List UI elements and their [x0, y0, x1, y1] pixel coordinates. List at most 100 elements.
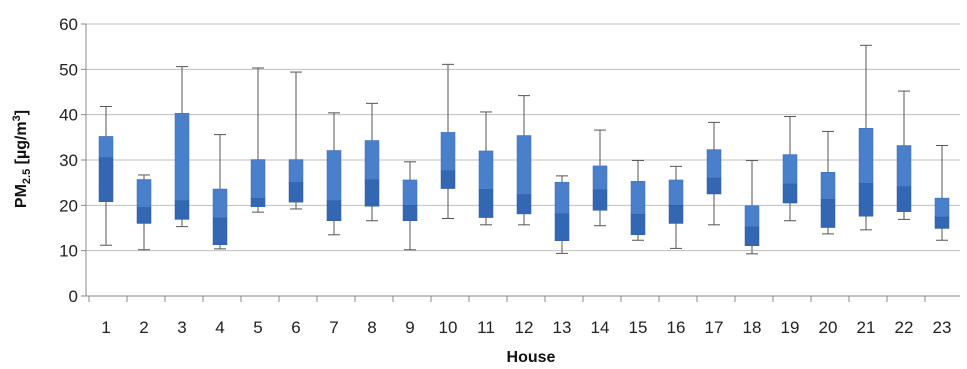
- x-tick-label: 1: [101, 318, 110, 337]
- box-house-23: [934, 144, 950, 241]
- box-lower-quartile: [174, 200, 190, 220]
- box-lower-quartile: [402, 205, 418, 221]
- y-tick-label: 0: [69, 287, 78, 306]
- box-upper-quartile: [136, 179, 152, 208]
- y-tick-label: 10: [59, 242, 78, 261]
- y-axis-title: PM2.5 [µg/m3]: [11, 110, 33, 208]
- x-tick-label: 12: [515, 318, 534, 337]
- box-lower-quartile: [326, 200, 342, 221]
- x-axis-title: House: [507, 349, 556, 366]
- x-tick-label: 10: [439, 318, 458, 337]
- box-lower-quartile: [782, 183, 798, 204]
- axes: [81, 23, 960, 302]
- box-lower-quartile: [744, 226, 760, 246]
- x-tick-labels: 1234567891011121314151617181920212223242…: [101, 318, 952, 337]
- box-upper-quartile: [630, 181, 646, 215]
- box-house-8: [364, 102, 380, 222]
- box-upper-quartile: [896, 145, 912, 187]
- box-upper-quartile: [592, 165, 608, 191]
- box-lower-quartile: [440, 170, 456, 189]
- box-house-19: [782, 115, 798, 222]
- box-house-5: [250, 67, 266, 213]
- box-house-15: [630, 159, 646, 241]
- x-tick-label: 9: [405, 318, 414, 337]
- y-tick-label: 40: [59, 106, 78, 125]
- x-tick-label: 22: [895, 318, 914, 337]
- y-tick-labels: 0 10 20 30 40 50 60: [59, 15, 78, 306]
- x-tick-label: 7: [329, 318, 338, 337]
- box-lower-quartile: [288, 182, 304, 203]
- box-upper-quartile: [782, 154, 798, 185]
- box-upper-quartile: [934, 197, 950, 218]
- x-tick-label: 19: [781, 318, 800, 337]
- box-lower-quartile: [630, 214, 646, 236]
- box-upper-quartile: [174, 113, 190, 202]
- x-tick-label: 18: [743, 318, 762, 337]
- box-upper-quartile: [744, 205, 760, 228]
- x-tick-label: 14: [591, 318, 610, 337]
- boxes: [98, 44, 950, 255]
- box-upper-quartile: [402, 179, 418, 206]
- box-house-2: [136, 174, 152, 251]
- x-tick-label: 3: [177, 318, 186, 337]
- box-house-7: [326, 112, 342, 236]
- box-upper-quartile: [98, 136, 114, 158]
- y-tick-label: 20: [59, 196, 78, 215]
- box-lower-quartile: [554, 213, 570, 241]
- box-upper-quartile: [288, 159, 304, 183]
- box-house-4: [212, 134, 228, 250]
- box-lower-quartile: [858, 183, 874, 217]
- x-tick-label: 11: [477, 318, 495, 337]
- box-lower-quartile: [478, 189, 494, 218]
- box-house-3: [174, 66, 190, 228]
- box-house-13: [554, 175, 570, 254]
- x-tick-label: 17: [705, 318, 724, 337]
- box-lower-quartile: [364, 179, 380, 207]
- box-lower-quartile: [98, 157, 114, 202]
- y-tick-label: 60: [59, 15, 78, 34]
- x-tick-label: 15: [629, 318, 648, 337]
- box-upper-quartile: [516, 135, 532, 196]
- box-house-21: [858, 44, 874, 231]
- box-house-1: [98, 106, 114, 246]
- box-lower-quartile: [820, 199, 836, 228]
- box-house-16: [668, 165, 684, 249]
- x-tick-label: 8: [367, 318, 376, 337]
- x-tick-label: 2: [139, 318, 148, 337]
- box-house-6: [288, 71, 304, 210]
- box-lower-quartile: [592, 189, 608, 211]
- box-lower-quartile: [896, 186, 912, 212]
- box-upper-quartile: [326, 150, 342, 202]
- y-axis-title-subscript: 2.5: [21, 169, 33, 184]
- box-upper-quartile: [820, 171, 836, 200]
- x-tick-label: 23: [933, 318, 952, 337]
- box-upper-quartile: [364, 140, 380, 181]
- box-upper-quartile: [250, 159, 266, 199]
- box-upper-quartile: [440, 132, 456, 172]
- x-tick-label: 6: [291, 318, 300, 337]
- box-house-18: [744, 159, 760, 255]
- x-tick-label: 4: [215, 318, 224, 337]
- box-house-14: [592, 129, 608, 227]
- box-house-20: [820, 130, 836, 235]
- box-upper-quartile: [858, 128, 874, 184]
- box-upper-quartile: [554, 181, 570, 215]
- box-lower-quartile: [516, 194, 532, 215]
- box-lower-quartile: [136, 207, 152, 224]
- x-tick-label: 20: [819, 318, 838, 337]
- box-upper-quartile: [706, 149, 722, 179]
- y-axis-title-unit: [µg/m: [13, 121, 30, 168]
- box-house-11: [478, 111, 494, 226]
- y-axis-title-unit-end: ]: [13, 110, 30, 115]
- x-tick-label: 5: [253, 318, 262, 337]
- x-tick-label: 21: [857, 318, 876, 337]
- y-tick-label: 30: [59, 151, 78, 170]
- y-axis-title-superscript: 3: [11, 115, 23, 121]
- x-tick-label: 16: [667, 318, 686, 337]
- box-upper-quartile: [478, 150, 494, 190]
- y-tick-label: 50: [59, 60, 78, 79]
- box-house-17: [706, 121, 722, 226]
- y-axis-title-base: PM: [13, 184, 30, 208]
- box-lower-quartile: [212, 217, 228, 246]
